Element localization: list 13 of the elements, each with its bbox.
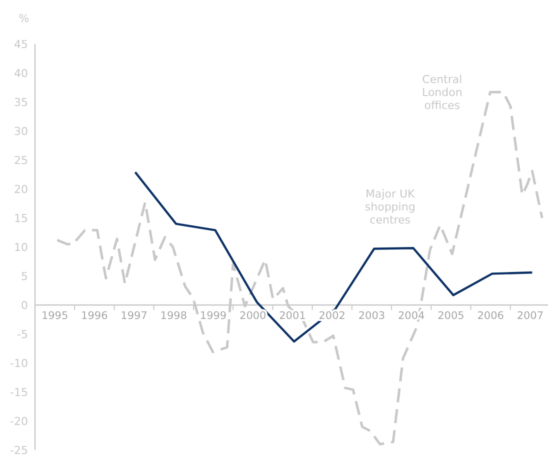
x-tick-label: 2007	[516, 310, 544, 322]
x-tick-label: 2005	[438, 310, 464, 322]
x-tick-label: 1995	[41, 310, 68, 322]
x-tick-label: 1999	[200, 310, 227, 322]
x-tick-label: 1996	[81, 310, 108, 322]
y-axis-title: %	[18, 12, 30, 25]
x-tick-label: 2004	[398, 310, 426, 322]
x-tick-label: 1997	[120, 310, 148, 322]
x-tick-label: 2000	[240, 310, 266, 322]
x-tick-label: 2003	[358, 310, 386, 322]
x-tick-label: 2001	[279, 310, 306, 322]
x-tick-label: 1998	[160, 310, 188, 322]
x-tick-label: 2006	[477, 310, 504, 322]
